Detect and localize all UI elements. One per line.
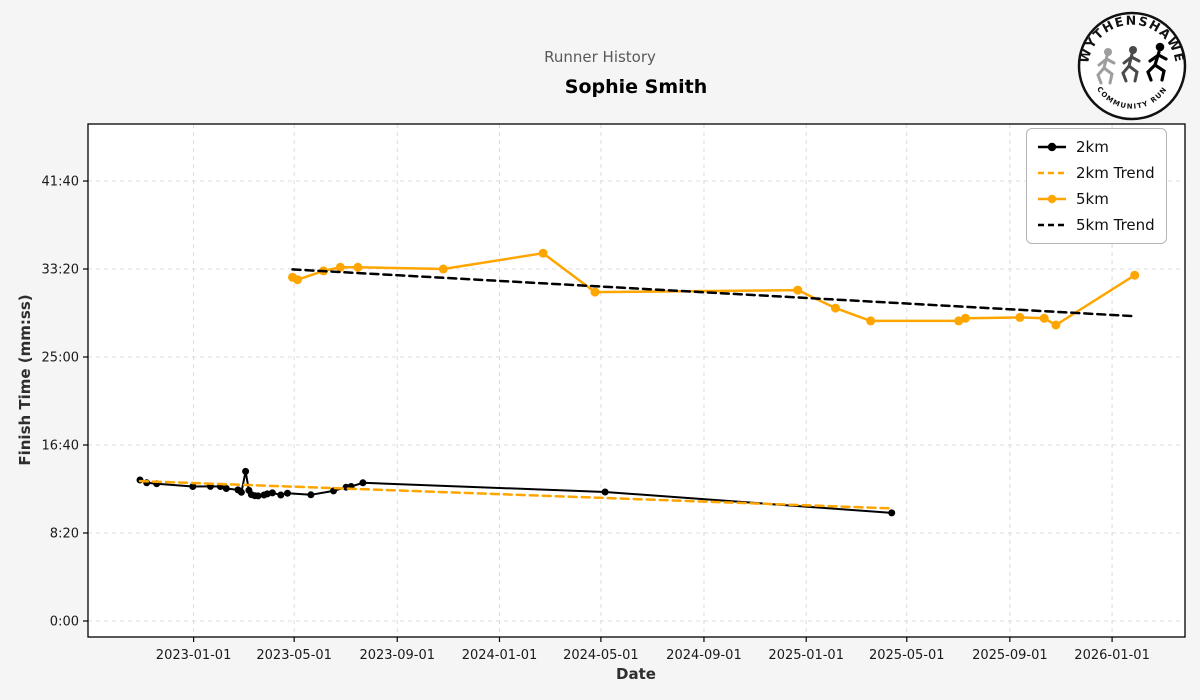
page-title: Sophie Smith <box>564 76 708 98</box>
logo: WYTHENSHAWE COMMUNITY RUN <box>1076 11 1187 121</box>
series-5km-marker <box>353 262 363 272</box>
series-5km-marker <box>831 303 840 313</box>
plot-border <box>87 123 1186 638</box>
x-tick-label: 2023-09-01 <box>359 648 435 663</box>
x-tick-label: 2024-09-01 <box>666 648 742 663</box>
series-2km-marker <box>601 488 609 496</box>
y-tick-label: 8:20 <box>50 526 79 541</box>
legend-label: 2km <box>1076 138 1109 156</box>
series-5km-marker <box>293 275 302 285</box>
series-2km-marker <box>307 491 315 499</box>
legend-item-5km-trend: 5km Trend <box>1036 214 1155 236</box>
legend-item-5km: 5km <box>1036 188 1155 210</box>
series-2km-marker <box>359 479 367 487</box>
legend-label: 5km Trend <box>1076 216 1155 234</box>
x-tick-label: 2025-05-01 <box>869 648 945 663</box>
logo-circle <box>1077 11 1187 121</box>
legend-item-2km: 2km <box>1036 136 1155 158</box>
legend-item-2km-trend: 2km Trend <box>1036 162 1155 184</box>
legend-swatch-2km-trend <box>1038 171 1066 175</box>
x-tick-label: 2024-05-01 <box>563 648 639 663</box>
legend: 2km 2km Trend 5km 5km Trend <box>1026 128 1167 244</box>
x-tick-label: 2025-09-01 <box>972 648 1048 663</box>
series-2km-trend-line <box>138 479 893 510</box>
series-5km-marker <box>1051 320 1061 330</box>
plot-area <box>88 124 1185 637</box>
x-tick-label: 2025-01-01 <box>768 648 844 663</box>
legend-label: 2km Trend <box>1076 164 1155 182</box>
x-tick-label: 2024-01-01 <box>462 648 538 663</box>
series-2km-marker <box>237 488 245 496</box>
series-2km-marker <box>254 492 262 500</box>
series-5km-marker <box>793 285 803 295</box>
legend-swatch-5km-trend <box>1038 223 1066 227</box>
legend-swatch-5km <box>1038 194 1066 204</box>
x-tick-label: 2023-05-01 <box>256 648 332 663</box>
series-5km-marker <box>1015 312 1025 322</box>
series-5km-trend-line <box>291 268 1136 318</box>
series-5km-marker <box>590 287 600 297</box>
runner-icon <box>1096 48 1116 85</box>
series-2km-marker <box>888 509 896 517</box>
series-2km-marker <box>277 491 285 499</box>
series-2km-marker <box>284 489 291 497</box>
series-5km-marker <box>866 316 876 326</box>
figure-title: Runner History <box>544 48 656 66</box>
y-tick-label: 33:20 <box>42 263 79 278</box>
y-tick-label: 25:00 <box>42 351 79 366</box>
series-2km-marker <box>242 467 250 475</box>
y-axis-label: Finish Time (mm:ss) <box>16 294 34 466</box>
series-5km-marker <box>960 313 970 323</box>
legend-swatch-2km <box>1038 142 1066 152</box>
series-2km-marker <box>268 489 276 497</box>
runner-icon <box>1121 46 1141 83</box>
series-5km-marker <box>1039 313 1049 323</box>
x-axis-label: Date <box>616 665 656 683</box>
series-2km-marker <box>189 483 197 490</box>
y-tick-label: 0:00 <box>50 614 79 629</box>
series-5km-marker <box>438 264 448 274</box>
legend-label: 5km <box>1076 190 1109 208</box>
series-5km-marker <box>335 262 345 272</box>
y-tick-label: 16:40 <box>42 438 79 453</box>
series-5km-marker <box>538 248 548 258</box>
series-5km-marker <box>1130 270 1140 280</box>
series-2km-marker <box>222 485 230 492</box>
x-tick-label: 2026-01-01 <box>1074 648 1150 663</box>
runner-icon <box>1146 42 1168 82</box>
x-tick-label: 2023-01-01 <box>156 648 232 663</box>
y-tick-label: 41:40 <box>42 175 79 190</box>
